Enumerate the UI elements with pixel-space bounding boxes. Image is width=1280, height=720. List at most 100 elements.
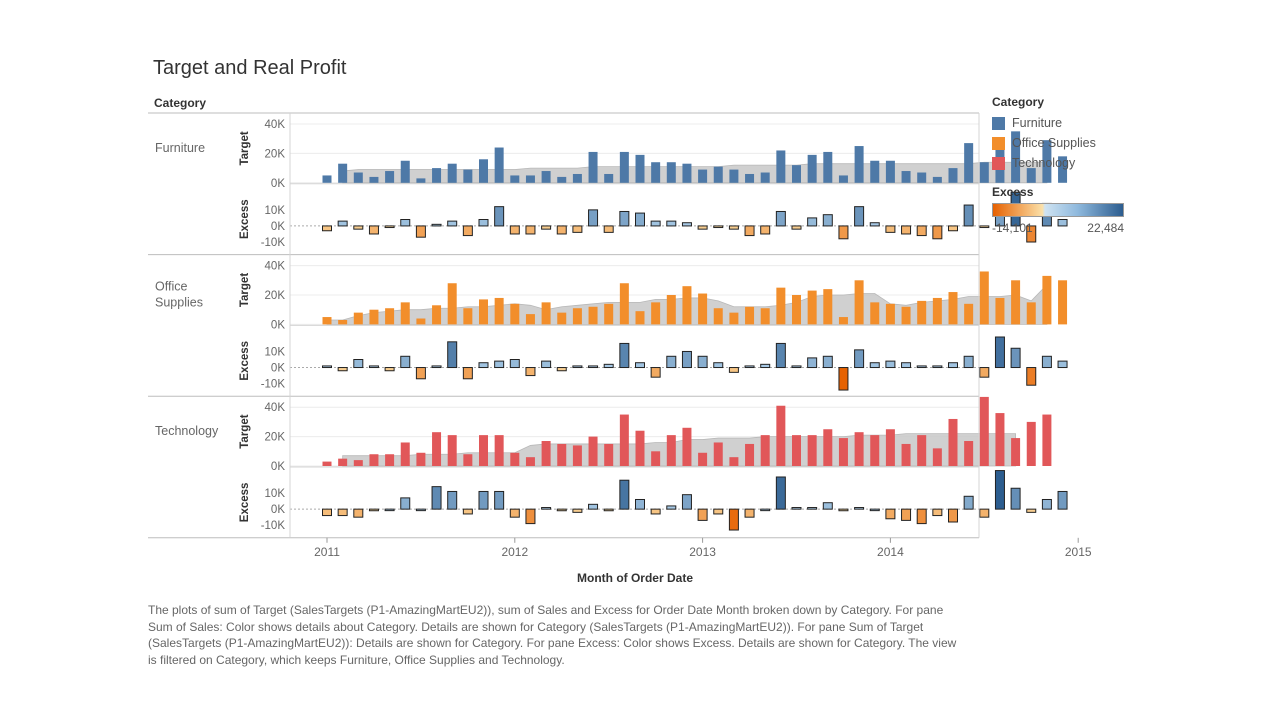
sales-bar-technology [995, 413, 1005, 466]
sales-bar-technology [385, 454, 395, 466]
sales-bar-technology [698, 452, 708, 466]
sales-bar-office-supplies [510, 303, 520, 325]
excess-bar-office-supplies [478, 362, 489, 369]
excess-bar-furniture [353, 225, 364, 230]
excess-bar-technology [963, 495, 974, 510]
excess-bar-technology [994, 470, 1005, 510]
excess-bar-furniture [400, 219, 411, 227]
excess-bar-furniture [916, 225, 927, 237]
x-tick-label: 2014 [877, 545, 904, 559]
excess-bar-technology [322, 508, 332, 517]
excess-bar-furniture [760, 225, 771, 235]
category-label-office-supplies: Supplies [155, 296, 203, 310]
sales-bar-furniture [979, 162, 989, 183]
sales-bar-office-supplies [948, 292, 958, 325]
target-axis-title-furniture: Target [239, 131, 251, 165]
sales-bar-furniture [369, 176, 379, 183]
excess-bar-technology [760, 508, 771, 512]
sales-bar-technology [604, 443, 614, 466]
sales-bar-office-supplies [541, 302, 551, 325]
sales-bar-office-supplies [525, 314, 535, 325]
excess-bar-office-supplies [697, 355, 708, 369]
sales-bar-furniture [666, 162, 676, 183]
target-tick-label: 40K [265, 402, 286, 414]
sales-bar-furniture [447, 163, 457, 183]
excess-bar-furniture [791, 225, 802, 230]
legend-item-office-supplies[interactable]: Office Supplies [992, 133, 1096, 153]
excess-bar-office-supplies [509, 359, 520, 369]
excess-bar-technology [728, 508, 739, 531]
excess-bar-office-supplies [353, 359, 364, 369]
excess-bar-furniture [415, 225, 426, 238]
sales-bar-furniture [932, 176, 942, 183]
sales-bar-technology [494, 435, 504, 466]
excess-bar-technology [713, 508, 724, 515]
legend-item-furniture[interactable]: Furniture [992, 113, 1096, 133]
legend-label-office-supplies: Office Supplies [1012, 136, 1096, 150]
x-tick-label: 2015 [1065, 545, 1092, 559]
excess-bar-office-supplies [525, 367, 536, 377]
sales-bar-office-supplies [385, 308, 395, 325]
target-axis-title-technology: Target [239, 414, 251, 448]
sales-bar-office-supplies [463, 308, 473, 325]
sales-bar-office-supplies [870, 302, 880, 325]
excess-bar-office-supplies [838, 367, 849, 391]
excess-bar-office-supplies [885, 360, 896, 369]
sales-bar-technology [823, 429, 833, 466]
sales-bar-technology [901, 443, 911, 466]
sales-bar-office-supplies [745, 306, 755, 325]
excess-bar-technology [1010, 487, 1021, 510]
sales-bar-office-supplies [1011, 280, 1021, 325]
excess-bar-office-supplies [901, 362, 912, 369]
excess-bar-technology [572, 508, 583, 513]
excess-min-label: -14,101 [992, 221, 1033, 235]
sales-bar-office-supplies [854, 280, 864, 325]
sales-bar-furniture [698, 169, 708, 183]
excess-bar-furniture [885, 225, 896, 233]
legend-item-technology[interactable]: Technology [992, 153, 1096, 173]
sales-bar-furniture [745, 173, 755, 183]
sales-bar-furniture [792, 165, 801, 183]
excess-bar-technology [901, 508, 912, 521]
excess-bar-office-supplies [963, 355, 974, 369]
excess-bar-technology [681, 494, 692, 510]
sales-bar-office-supplies [698, 293, 708, 325]
sales-bar-office-supplies [885, 303, 895, 325]
excess-bar-office-supplies [713, 362, 724, 369]
excess-bar-office-supplies [400, 355, 411, 369]
excess-axis-title-office-supplies: Excess [239, 341, 251, 381]
excess-tick-label: 10K [265, 346, 286, 358]
excess-bar-office-supplies [431, 365, 442, 369]
sales-bar-furniture [682, 163, 692, 183]
sales-bar-technology [619, 414, 629, 466]
sales-bar-office-supplies [416, 318, 426, 325]
sales-bar-furniture [917, 172, 927, 183]
category-label-furniture: Furniture [155, 141, 205, 155]
excess-bar-office-supplies [728, 367, 739, 373]
excess-bar-office-supplies [494, 360, 505, 369]
excess-bar-furniture [588, 209, 599, 227]
sales-bar-office-supplies [635, 311, 645, 325]
excess-bar-office-supplies [932, 365, 943, 369]
excess-bar-technology [588, 503, 599, 510]
swatch-office-supplies [992, 136, 1005, 150]
excess-bar-office-supplies [775, 342, 786, 369]
sales-bar-office-supplies [1026, 302, 1036, 325]
sales-bar-furniture [541, 171, 551, 183]
excess-bar-furniture [478, 219, 489, 227]
sales-bar-office-supplies [322, 317, 332, 325]
excess-bar-furniture [447, 220, 458, 227]
excess-tick-label: 10K [265, 488, 286, 500]
chart-caption: The plots of sum of Target (SalesTargets… [148, 603, 957, 667]
excess-bar-office-supplies [822, 355, 833, 369]
excess-bar-office-supplies [681, 350, 692, 369]
legend-label-technology: Technology [1012, 156, 1076, 170]
sales-bar-office-supplies [604, 303, 614, 325]
excess-tick-label: 0K [271, 221, 285, 233]
excess-bar-furniture [775, 210, 786, 227]
sales-bar-office-supplies [353, 312, 363, 325]
excess-bar-furniture [462, 225, 473, 237]
sales-bar-office-supplies [432, 305, 442, 325]
excess-bar-furniture [494, 206, 505, 227]
